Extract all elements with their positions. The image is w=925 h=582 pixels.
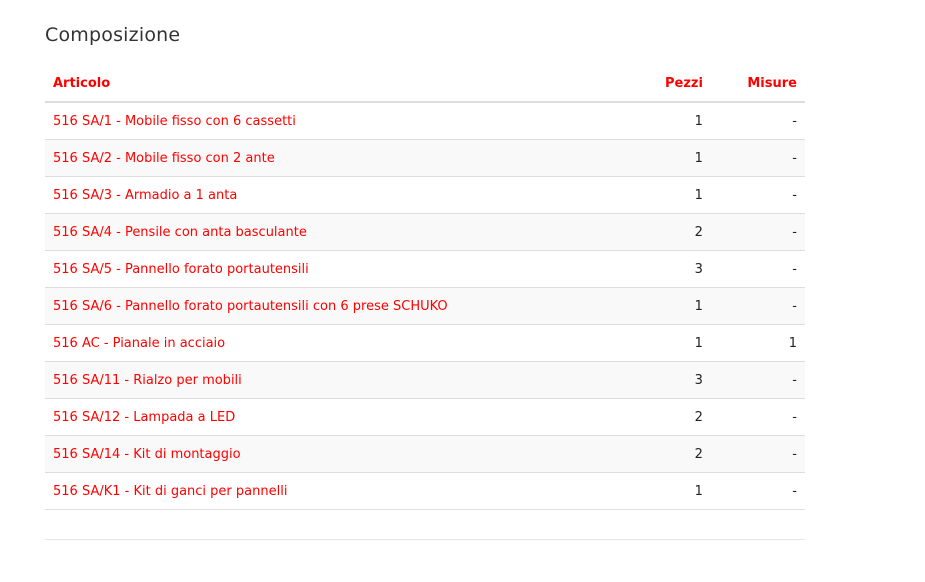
- table-row: 516 SA/4 - Pensile con anta basculante 2…: [45, 213, 805, 251]
- misure-value: -: [710, 102, 805, 140]
- misure-value: -: [710, 361, 805, 399]
- misure-value: -: [710, 176, 805, 214]
- table-row: 516 SA/1 - Mobile fisso con 6 cassetti 1…: [45, 102, 805, 140]
- table-row: 516 SA/2 - Mobile fisso con 2 ante 1 -: [45, 139, 805, 177]
- table-row: 516 SA/11 - Rialzo per mobili 3 -: [45, 361, 805, 399]
- table-row: 516 SA/5 - Pannello forato portautensili…: [45, 250, 805, 288]
- pezzi-value: 1: [633, 472, 711, 510]
- table-row: 516 SA/6 - Pannello forato portautensili…: [45, 287, 805, 325]
- pezzi-value: 1: [633, 176, 711, 214]
- misure-value: -: [710, 435, 805, 473]
- pezzi-value: 2: [633, 213, 711, 251]
- misure-value: -: [710, 250, 805, 288]
- article-link[interactable]: 516 SA/2 - Mobile fisso con 2 ante: [45, 139, 634, 177]
- table-row: 516 SA/12 - Lampada a LED 2 -: [45, 398, 805, 436]
- article-link[interactable]: 516 AC - Pianale in acciaio: [45, 324, 634, 362]
- composition-table: Articolo Pezzi Misure 516 SA/1 - Mobile …: [45, 65, 805, 510]
- pezzi-value: 1: [633, 287, 711, 325]
- article-link[interactable]: 516 SA/12 - Lampada a LED: [45, 398, 634, 436]
- misure-value: -: [710, 398, 805, 436]
- table-row: 516 SA/K1 - Kit di ganci per pannelli 1 …: [45, 472, 805, 510]
- table-header: Articolo Pezzi Misure: [45, 65, 805, 103]
- misure-value: -: [710, 213, 805, 251]
- article-link[interactable]: 516 SA/1 - Mobile fisso con 6 cassetti: [45, 102, 634, 140]
- pezzi-value: 1: [633, 324, 711, 362]
- article-link[interactable]: 516 SA/11 - Rialzo per mobili: [45, 361, 634, 399]
- section-title: Composizione: [45, 24, 181, 46]
- table-row: 516 SA/14 - Kit di montaggio 2 -: [45, 435, 805, 473]
- misure-value: -: [710, 472, 805, 510]
- misure-value: 1: [710, 324, 805, 362]
- pezzi-value: 2: [633, 398, 711, 436]
- misure-value: -: [710, 139, 805, 177]
- article-link[interactable]: 516 SA/4 - Pensile con anta basculante: [45, 213, 634, 251]
- column-header-articolo: Articolo: [45, 65, 634, 103]
- article-link[interactable]: 516 SA/3 - Armadio a 1 anta: [45, 176, 634, 214]
- article-link[interactable]: 516 SA/6 - Pannello forato portautensili…: [45, 287, 634, 325]
- pezzi-value: 3: [633, 250, 711, 288]
- divider: [45, 539, 805, 540]
- table-row: 516 AC - Pianale in acciaio 1 1: [45, 324, 805, 362]
- table-row: 516 SA/3 - Armadio a 1 anta 1 -: [45, 176, 805, 214]
- pezzi-value: 1: [633, 102, 711, 140]
- article-link[interactable]: 516 SA/5 - Pannello forato portautensili: [45, 250, 634, 288]
- misure-value: -: [710, 287, 805, 325]
- pezzi-value: 1: [633, 139, 711, 177]
- column-header-misure: Misure: [710, 65, 805, 103]
- pezzi-value: 3: [633, 361, 711, 399]
- column-header-pezzi: Pezzi: [633, 65, 711, 103]
- pezzi-value: 2: [633, 435, 711, 473]
- article-link[interactable]: 516 SA/14 - Kit di montaggio: [45, 435, 634, 473]
- article-link[interactable]: 516 SA/K1 - Kit di ganci per pannelli: [45, 472, 634, 510]
